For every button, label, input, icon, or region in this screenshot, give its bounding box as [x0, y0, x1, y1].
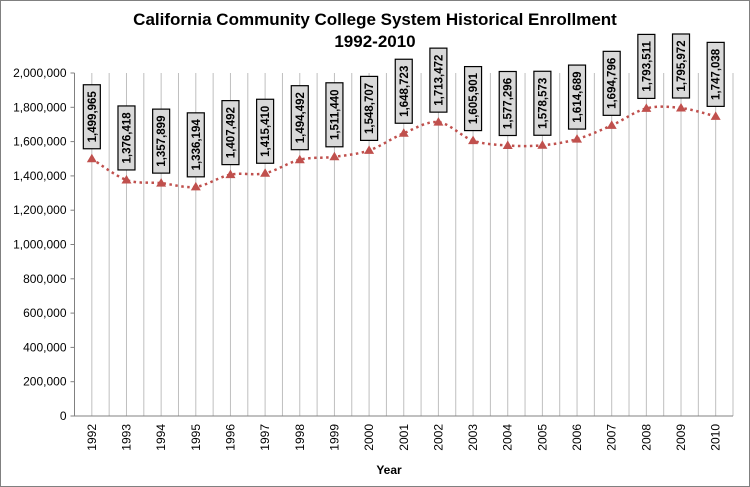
x-tick-label: 2007	[605, 424, 619, 451]
data-label: 1,357,899	[156, 116, 168, 167]
x-axis-title: Year	[376, 463, 402, 477]
data-label: 1,694,796	[607, 58, 619, 109]
data-label: 1,407,492	[225, 107, 237, 158]
data-label: 1,713,472	[433, 55, 445, 106]
x-tick-label: 2006	[570, 424, 584, 451]
data-label-box	[290, 85, 309, 151]
x-tick-label: 2010	[709, 424, 723, 451]
data-label-box	[359, 75, 379, 141]
data-label: 1,795,972	[676, 40, 688, 91]
data-label: 1,747,038	[711, 48, 723, 100]
x-tick-label: 2002	[431, 424, 445, 451]
data-point-marker	[225, 169, 236, 179]
y-tick-label: 1,000,000	[13, 238, 67, 252]
data-label-box	[117, 105, 136, 171]
data-label-box	[429, 47, 448, 113]
data-label: 1,548,707	[364, 83, 376, 134]
y-tick-label: 200,000	[23, 375, 67, 389]
x-tick-label: 1994	[154, 424, 168, 451]
data-label: 1,376,418	[121, 112, 133, 164]
x-tick-label: 2005	[535, 424, 549, 451]
data-label-box	[637, 33, 656, 100]
data-label-box	[463, 65, 483, 132]
data-label: 1,605,901	[468, 72, 480, 124]
data-label-box	[82, 84, 101, 150]
data-label: 1,614,689	[572, 71, 584, 122]
data-label-box	[256, 98, 275, 164]
data-label-box	[706, 41, 725, 107]
data-point-marker	[641, 103, 652, 112]
data-label: 1,415,410	[260, 106, 272, 157]
data-point-marker	[294, 154, 305, 164]
data-label: 1,336,194	[191, 119, 203, 171]
x-tick-label: 1992	[85, 424, 99, 451]
x-tick-label: 2001	[397, 424, 411, 451]
data-point-marker	[502, 140, 513, 149]
data-point-marker	[572, 134, 583, 143]
data-label-box	[533, 70, 552, 136]
data-point-marker	[710, 111, 721, 120]
data-point-marker	[156, 178, 167, 187]
y-tick-label: 1,200,000	[13, 203, 67, 217]
y-tick-label: 1,800,000	[13, 100, 67, 114]
x-tick-label: 2003	[466, 424, 480, 451]
data-point-marker	[468, 135, 479, 145]
chart-title-line2: 1992-2010	[334, 32, 415, 51]
y-tick-label: 1,600,000	[13, 135, 67, 149]
x-tick-label: 2008	[639, 424, 653, 451]
data-label: 1,577,296	[503, 78, 515, 129]
y-tick-label: 600,000	[23, 306, 67, 320]
data-label: 1,648,723	[399, 66, 411, 117]
data-label-box	[671, 33, 691, 99]
data-label: 1,511,440	[329, 90, 341, 141]
x-tick-label: 1997	[258, 424, 272, 451]
chart-title-line1: California Community College System Hist…	[133, 10, 617, 29]
data-label-box	[394, 58, 413, 124]
data-point-marker	[86, 153, 97, 163]
data-point-marker	[398, 128, 409, 137]
data-label-box	[498, 70, 517, 137]
data-label: 1,578,573	[537, 78, 549, 129]
y-tick-label: 1,400,000	[13, 169, 67, 183]
y-tick-label: 2,000,000	[13, 66, 67, 80]
data-label-box	[186, 112, 205, 178]
data-point-marker	[260, 168, 271, 177]
data-label-box	[567, 64, 587, 130]
data-label-box	[152, 108, 171, 174]
data-label-box	[221, 100, 240, 166]
y-tick-label: 400,000	[23, 340, 67, 354]
data-point-marker	[606, 120, 617, 129]
x-tick-label: 2000	[362, 424, 376, 451]
y-tick-label: 0	[60, 409, 67, 423]
x-tick-label: 2009	[674, 424, 688, 451]
data-point-marker	[121, 174, 132, 184]
data-point-marker	[190, 181, 201, 191]
x-tick-label: 1999	[327, 424, 341, 451]
data-label-box	[602, 50, 621, 116]
data-point-marker	[676, 102, 687, 112]
x-tick-label: 1998	[293, 424, 307, 451]
data-label: 1,499,965	[87, 91, 99, 143]
data-point-marker	[329, 151, 340, 161]
data-point-marker	[537, 140, 548, 149]
x-tick-label: 1995	[189, 424, 203, 451]
data-label: 1,494,492	[295, 92, 307, 143]
data-label-box	[325, 82, 344, 148]
data-point-marker	[433, 117, 444, 126]
y-tick-label: 800,000	[23, 272, 67, 286]
x-tick-label: 1996	[223, 424, 237, 451]
x-tick-label: 2004	[501, 424, 515, 451]
data-label: 1,793,511	[641, 41, 653, 92]
data-point-marker	[364, 145, 375, 154]
x-tick-label: 1993	[119, 424, 133, 451]
